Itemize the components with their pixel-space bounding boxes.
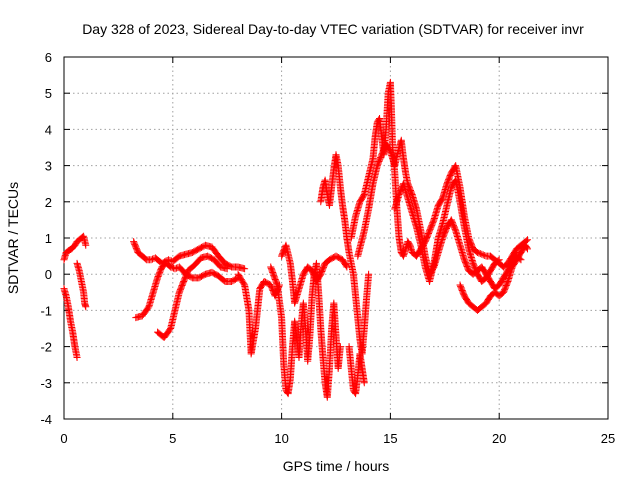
data-point <box>481 251 489 259</box>
data-point <box>336 343 344 351</box>
data-segment <box>60 232 90 264</box>
y-tick-label: -4 <box>40 412 52 427</box>
data-segment <box>345 343 368 398</box>
data-point <box>241 265 249 273</box>
data-point <box>523 244 531 252</box>
data-point <box>73 353 81 361</box>
data-point <box>478 250 486 258</box>
data-point <box>365 270 373 278</box>
data-point <box>523 236 531 244</box>
y-tick-label: 2 <box>45 195 52 210</box>
data-segment <box>391 176 503 285</box>
data-point <box>82 241 90 249</box>
y-tick-label: -3 <box>40 376 52 391</box>
data-point <box>495 256 503 264</box>
data-point <box>343 263 351 271</box>
data-point <box>494 257 502 265</box>
data-point <box>342 262 350 270</box>
data-point <box>473 248 481 256</box>
data-segment <box>130 238 249 273</box>
data-point <box>82 303 90 311</box>
data-point <box>360 379 368 387</box>
data-point <box>240 280 248 288</box>
data-point <box>475 249 483 257</box>
data-point <box>223 265 231 273</box>
data-point <box>167 263 175 271</box>
y-axis-label: SDTVAR / TECUs <box>5 182 21 294</box>
data-segment <box>456 241 531 314</box>
x-axis-label: GPS time / hours <box>283 458 390 474</box>
y-tick-label: 4 <box>45 122 52 137</box>
data-point <box>171 265 179 273</box>
data-segment <box>317 151 373 358</box>
data-segment <box>73 259 90 311</box>
data-point <box>147 256 155 264</box>
data-segment <box>278 241 351 307</box>
chart-title: Day 328 of 2023, Sidereal Day-to-day VTE… <box>82 21 584 37</box>
y-tick-label: 5 <box>45 86 52 101</box>
axis-ticks: 0 5 10 15 20 25 -4 -3 -2 -1 0 1 2 3 4 5 6 <box>40 50 615 446</box>
y-tick-label: 1 <box>45 231 52 246</box>
y-tick-label: 0 <box>45 267 52 282</box>
y-tick-label: 3 <box>45 159 52 174</box>
x-tick-label: 15 <box>383 431 397 446</box>
data-segment <box>267 259 344 401</box>
series-sdtvar <box>60 78 531 401</box>
data-segment <box>60 285 81 361</box>
x-tick-label: 25 <box>601 431 615 446</box>
x-tick-label: 0 <box>60 431 67 446</box>
data-point <box>476 250 484 258</box>
data-segment <box>154 252 231 342</box>
y-tick-label: -1 <box>40 303 52 318</box>
data-segment <box>234 270 283 358</box>
x-tick-label: 5 <box>169 431 176 446</box>
data-point <box>273 280 281 288</box>
data-series <box>60 78 531 401</box>
data-point <box>479 251 487 259</box>
y-tick-label: -2 <box>40 340 52 355</box>
data-point <box>523 245 531 253</box>
x-tick-label: 20 <box>492 431 506 446</box>
x-tick-label: 10 <box>274 431 288 446</box>
y-tick-label: 6 <box>45 50 52 65</box>
